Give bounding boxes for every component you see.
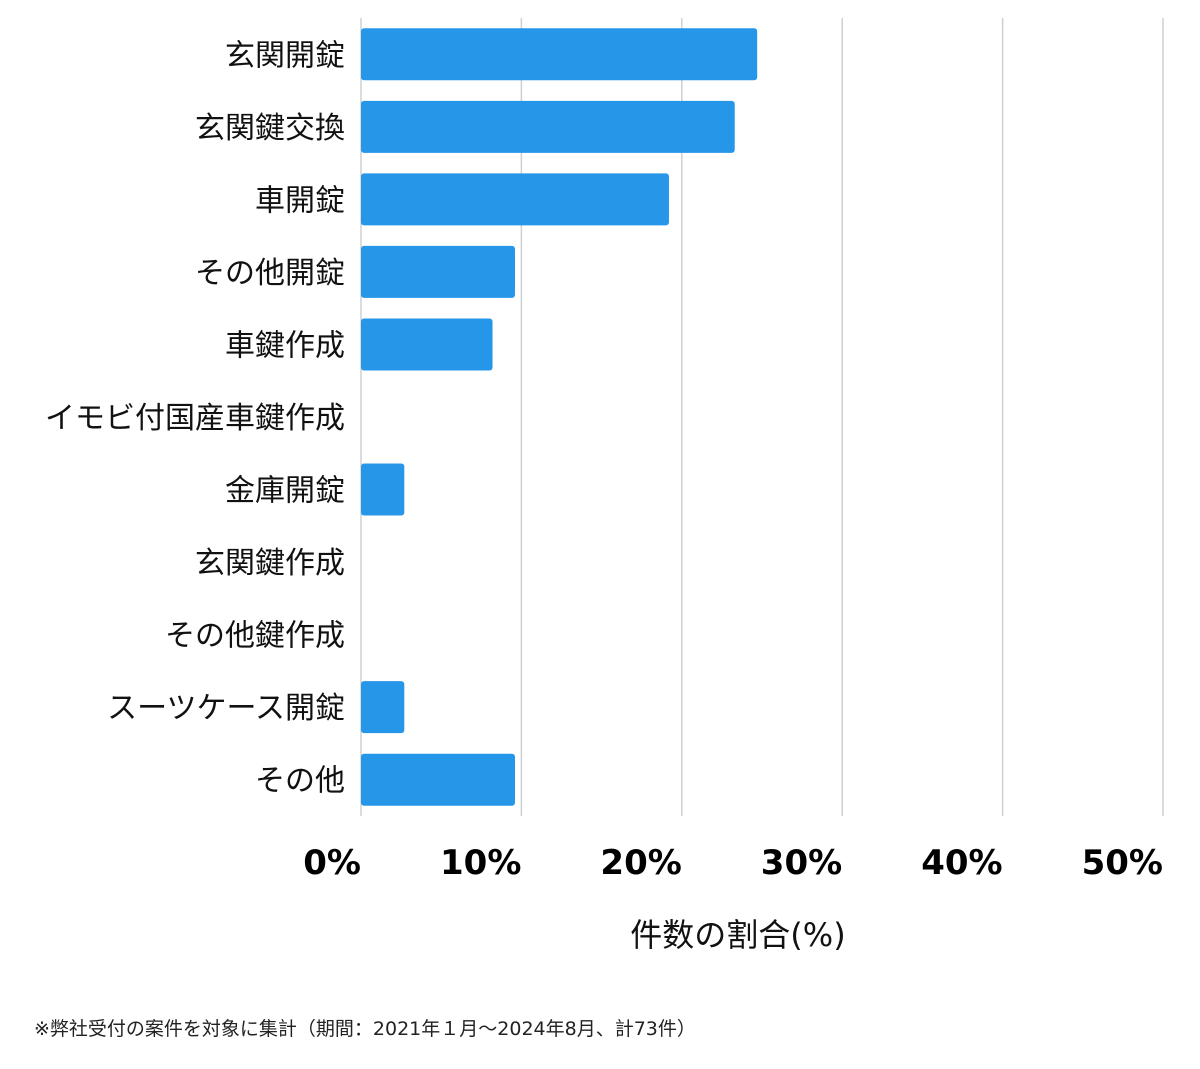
category-label: スーツケース開錠 [107,691,345,726]
category-label: 玄関鍵交換 [195,111,345,146]
x-tick-label: 10% [440,843,521,883]
x-tick-label: 40% [921,843,1002,883]
x-tick-label: 30% [761,843,842,883]
category-label: その他開錠 [195,256,345,291]
bar [361,463,405,516]
category-label: 車鍵作成 [225,328,345,363]
category-label: 金庫開錠 [225,474,345,509]
category-label: 玄関鍵作成 [195,546,345,581]
category-labels: 玄関開錠玄関鍵交換車開錠その他開錠車鍵作成イモビ付国産車鍵作成金庫開錠玄関鍵作成… [45,38,345,798]
bar [361,245,515,298]
x-axis-title: 件数の割合(%) [630,916,845,954]
x-tick-labels: 0% 10% 20% 30% 40% 50% [303,843,1163,883]
category-label: その他 [255,764,345,799]
bar [361,28,758,81]
category-label: 車開錠 [255,183,345,218]
bar [361,753,515,806]
x-tick-label: 50% [1082,843,1163,883]
x-tick-label: 0% [303,843,361,883]
category-label: その他鍵作成 [165,619,345,654]
bar [361,318,493,371]
bar-chart: 玄関開錠玄関鍵交換車開錠その他開錠車鍵作成イモビ付国産車鍵作成金庫開錠玄関鍵作成… [45,18,1164,954]
category-label: イモビ付国産車鍵作成 [45,401,345,436]
bar [361,173,669,226]
x-tick-label: 20% [600,843,681,883]
bar [361,100,735,153]
bar [361,681,405,734]
bars [361,28,758,806]
category-label: 玄関開錠 [225,38,345,73]
footnote: ※弊社受付の案件を対象に集計（期間：2021年１月〜2024年8月、計73件） [34,1018,696,1040]
